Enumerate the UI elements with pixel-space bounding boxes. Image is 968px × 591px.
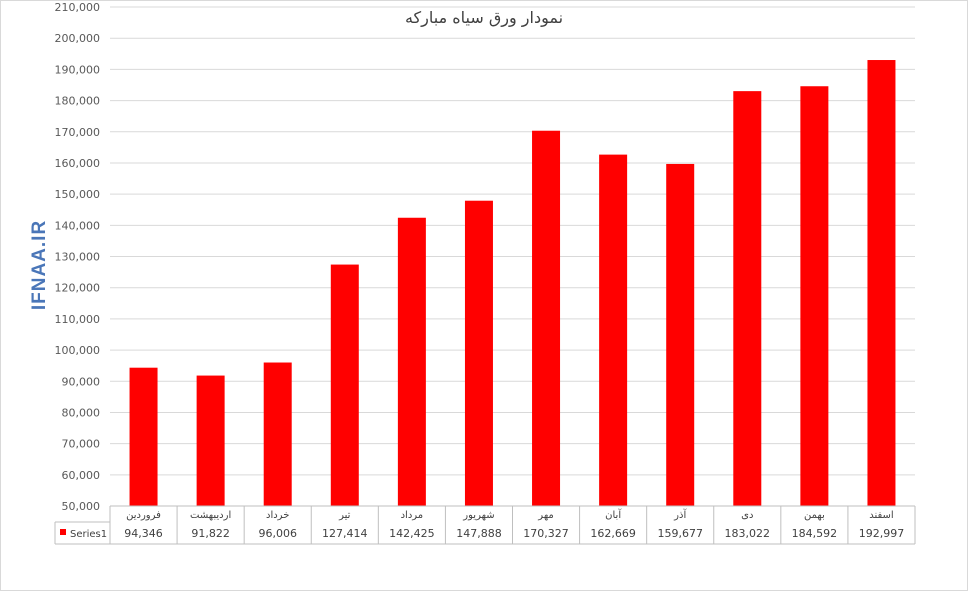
bar xyxy=(733,91,762,506)
category-label: اردیبهشت xyxy=(190,510,231,521)
y-tick-label: 180,000 xyxy=(55,95,101,108)
chart-title: نمودار ورق سیاه مبارکه xyxy=(404,8,564,27)
y-tick-label: 150,000 xyxy=(55,188,101,201)
data-table-value: 142,425 xyxy=(389,527,435,540)
legend-label: Series1 xyxy=(70,529,107,540)
data-table-value: 162,669 xyxy=(590,527,636,540)
y-tick-label: 160,000 xyxy=(55,157,101,170)
category-label: مرداد xyxy=(401,510,424,521)
y-tick-label: 190,000 xyxy=(55,63,101,76)
data-table-value: 96,006 xyxy=(258,527,297,540)
category-label: آبان xyxy=(605,508,622,521)
y-tick-label: 210,000 xyxy=(55,1,101,14)
category-label: خرداد xyxy=(266,510,289,521)
bar xyxy=(129,367,158,506)
y-tick-label: 200,000 xyxy=(55,32,101,45)
y-tick-label: 140,000 xyxy=(55,219,101,232)
y-tick-label: 60,000 xyxy=(62,469,101,482)
bar xyxy=(196,375,225,506)
bar xyxy=(397,217,426,507)
data-table-value: 159,677 xyxy=(657,527,703,540)
bar xyxy=(532,130,561,506)
category-label: شهریور xyxy=(462,510,494,521)
category-label: تیر xyxy=(338,510,351,521)
data-table-value: 184,592 xyxy=(792,527,838,540)
category-label: دی xyxy=(741,510,753,521)
bar xyxy=(666,163,695,506)
y-tick-label: 90,000 xyxy=(62,375,101,388)
legend-key xyxy=(60,529,66,535)
y-tick-label: 120,000 xyxy=(55,282,101,295)
y-tick-label: 110,000 xyxy=(55,313,101,326)
data-table-value: 192,997 xyxy=(859,527,905,540)
bar xyxy=(599,154,628,506)
y-tick-label: 130,000 xyxy=(55,251,101,264)
y-tick-label: 70,000 xyxy=(62,438,101,451)
data-table-value: 183,022 xyxy=(725,527,771,540)
data-table-value: 170,327 xyxy=(523,527,569,540)
y-tick-label: 80,000 xyxy=(62,406,101,419)
data-table-value: 147,888 xyxy=(456,527,502,540)
data-table-value: 127,414 xyxy=(322,527,368,540)
category-label: فروردین xyxy=(126,510,161,521)
y-tick-label: 50,000 xyxy=(62,500,101,513)
category-label: مهر xyxy=(537,510,553,521)
category-label: آذر xyxy=(673,508,687,521)
data-table-value: 91,822 xyxy=(191,527,230,540)
y-tick-label: 100,000 xyxy=(55,344,101,357)
y-tick-label: 170,000 xyxy=(55,126,101,139)
bar xyxy=(263,362,292,506)
category-label: بهمن xyxy=(804,510,825,521)
data-table-value: 94,346 xyxy=(124,527,163,540)
category-label: اسفند xyxy=(869,510,893,521)
bar xyxy=(464,200,493,507)
bar xyxy=(330,264,359,506)
bar xyxy=(867,60,896,506)
bar xyxy=(800,86,829,506)
